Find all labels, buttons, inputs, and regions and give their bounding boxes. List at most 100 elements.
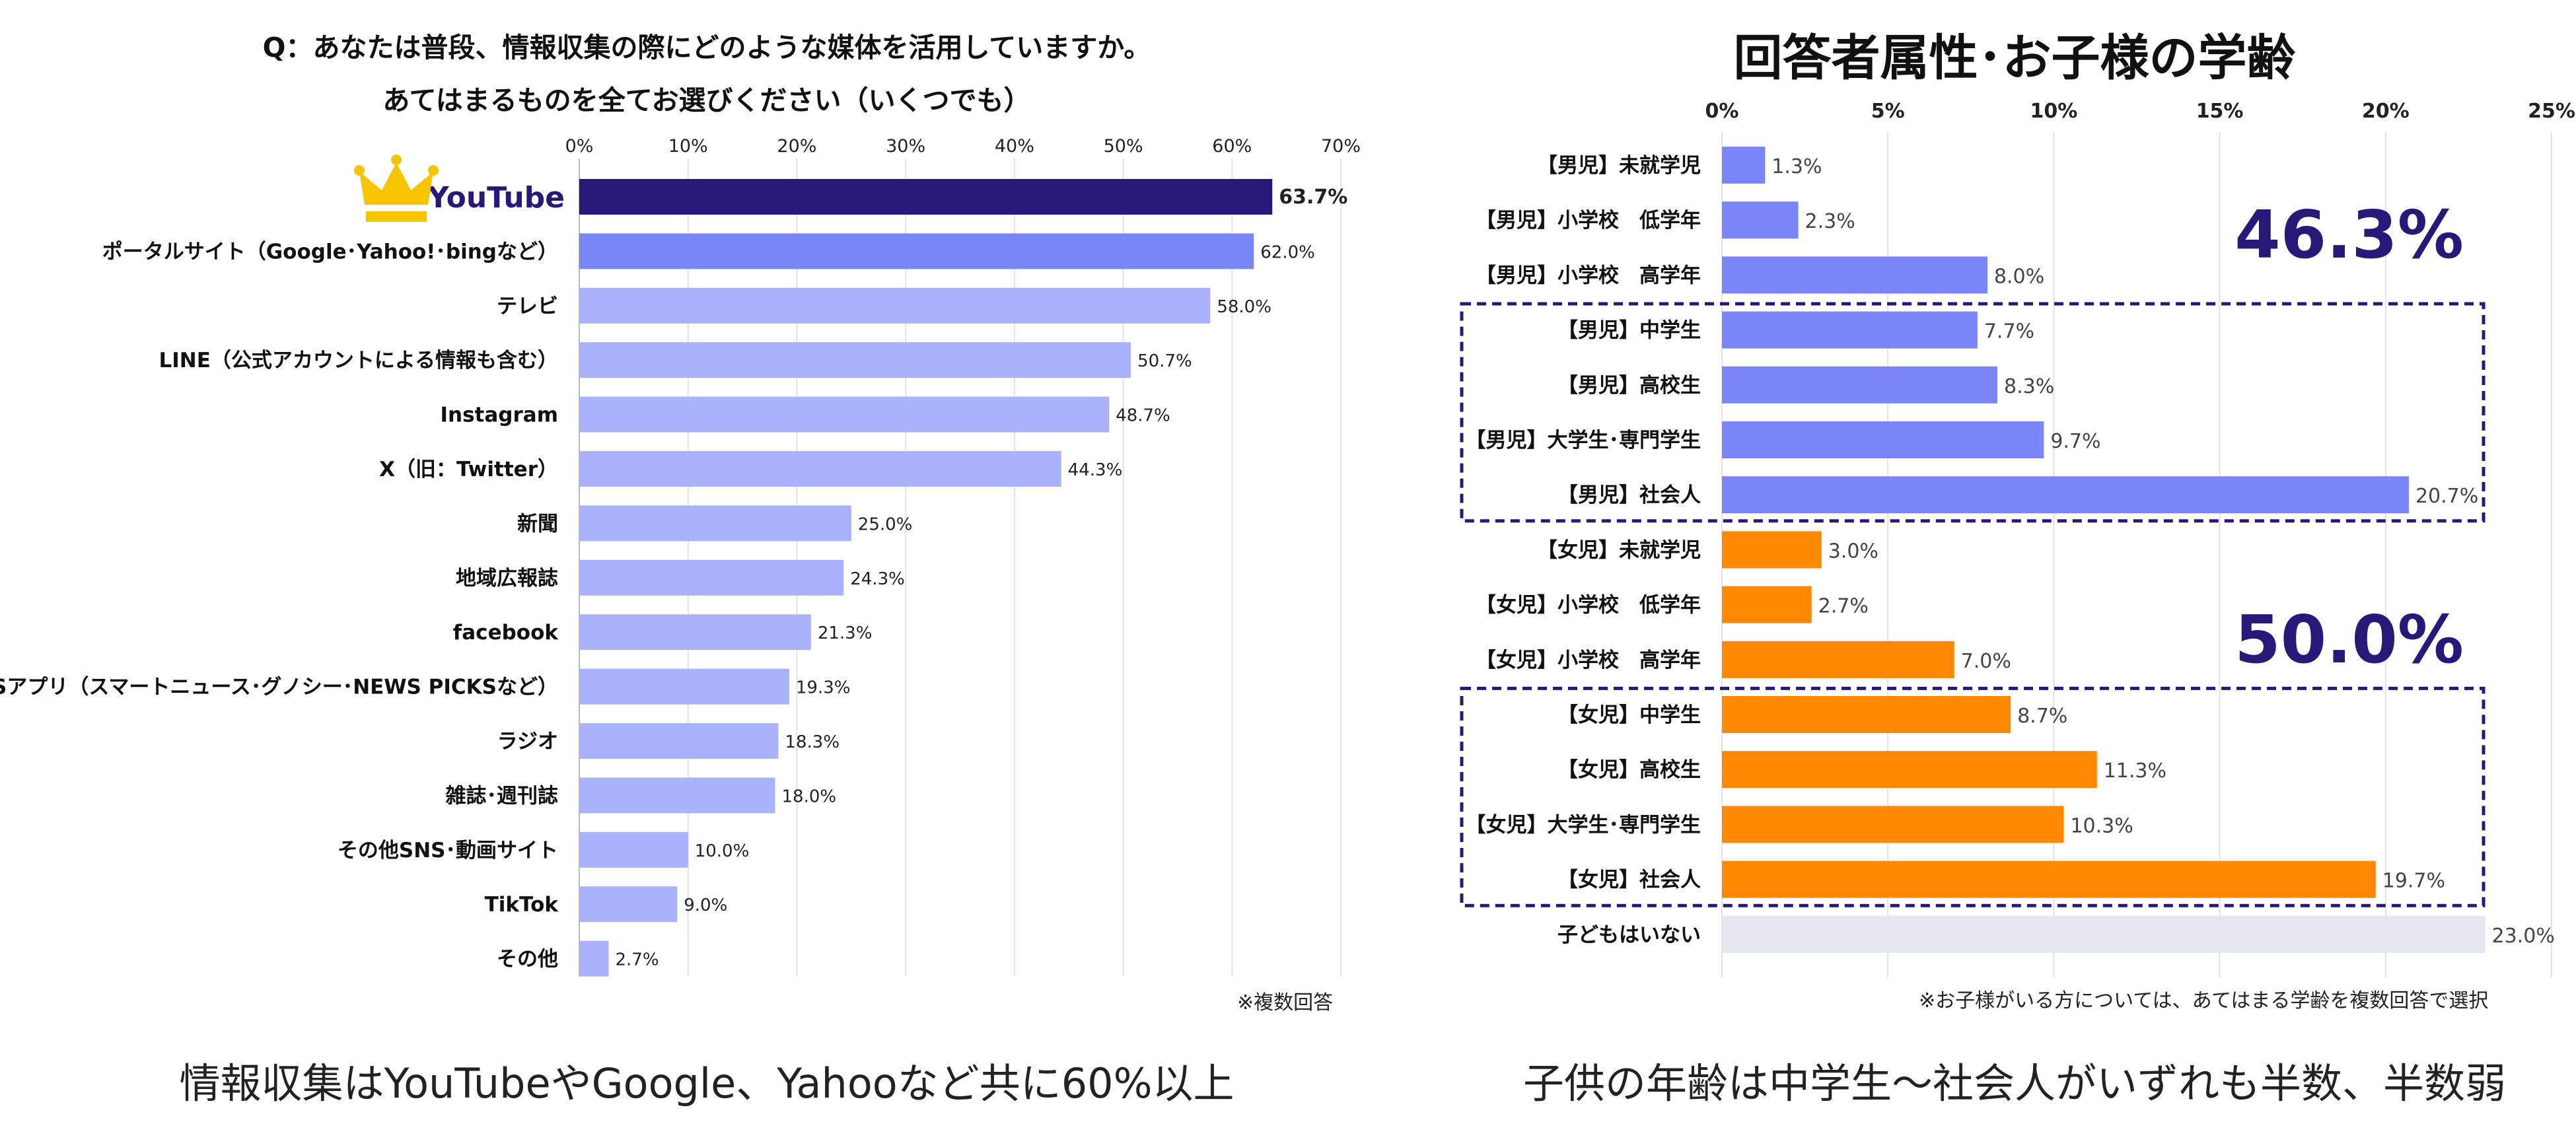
- left-note: ※複数回答: [1237, 991, 1334, 1014]
- left-bar: [579, 287, 1211, 324]
- right-category-label: 【女児】社会人: [1557, 868, 1701, 892]
- left-bar: [579, 559, 844, 596]
- left-category-label: NEWSアプリ（スマートニュース･グノシー･NEWS PICKSなど）: [0, 676, 558, 699]
- left-category-label: 雑誌･週刊誌: [445, 784, 559, 808]
- right-tick-label: 15%: [2196, 100, 2244, 123]
- right-value-label: 3.0%: [1828, 540, 1878, 563]
- right-bar: [1722, 476, 2409, 514]
- left-bar: [579, 396, 1110, 433]
- left-value-label: 62.0%: [1260, 242, 1315, 262]
- right-value-label: 2.3%: [1805, 210, 1855, 233]
- right-note: ※お子様がいる方については、あてはまる学齢を複数回答で選択: [1919, 989, 2489, 1012]
- left-bar: [579, 614, 811, 651]
- right-value-label: 1.3%: [1771, 155, 1822, 178]
- right-value-label: 8.3%: [2004, 375, 2054, 398]
- right-bar: [1722, 641, 1954, 678]
- left-value-label: 19.3%: [796, 678, 851, 698]
- right-bar: [1722, 915, 2486, 953]
- right-category-label: 【女児】未就学児: [1537, 538, 1701, 562]
- right-bar: [1722, 696, 2011, 733]
- right-value-label: 23.0%: [2492, 925, 2555, 948]
- right-chart-title: 回答者属性･お子様の学齢: [1733, 30, 2296, 87]
- right-bar: [1722, 366, 1997, 404]
- left-bar: [579, 505, 851, 542]
- left-bar: [579, 831, 688, 868]
- right-category-label: 【男児】小学校 高学年: [1476, 264, 1701, 287]
- right-value-label: 20.7%: [2415, 485, 2478, 508]
- right-chart: 0% 5% 10% 15% 20% 25% 1.3% 【男児】未就学児 2.3% 【男児】小学校 …: [1460, 100, 2575, 977]
- left-tick-label: 10%: [668, 136, 708, 157]
- right-category-label: 【男児】大学生･専門学生: [1466, 429, 1701, 452]
- right-bar: [1722, 311, 1978, 349]
- question-line-2: あてはまるものを全てお選びください（いくつでも）: [382, 85, 1031, 116]
- left-category-label: facebook: [453, 621, 559, 645]
- right-bar: [1722, 861, 2376, 898]
- left-category-label: ラジオ: [497, 730, 558, 754]
- right-value-label: 11.3%: [2104, 759, 2166, 783]
- girls-callout-value: 50.0%: [2235, 601, 2464, 678]
- left-bar: [579, 179, 1273, 215]
- left-bar: [579, 777, 775, 814]
- right-category-label: 【男児】社会人: [1557, 483, 1701, 507]
- right-value-label: 9.7%: [2050, 430, 2100, 453]
- left-bar: [579, 886, 678, 923]
- right-value-label: 8.7%: [2017, 705, 2067, 728]
- right-value-label: 19.7%: [2382, 870, 2445, 893]
- right-tick-label: 25%: [2528, 100, 2575, 123]
- right-category-label: 【男児】高校生: [1557, 374, 1701, 398]
- left-value-label: 48.7%: [1116, 406, 1170, 426]
- left-category-label: その他: [497, 948, 558, 971]
- right-category-label: 子どもはいない: [1557, 923, 1701, 947]
- right-category-label: 【男児】小学校 低学年: [1476, 209, 1701, 232]
- right-value-label: 2.7%: [1818, 595, 1869, 618]
- left-category-label: Instagram: [441, 404, 559, 427]
- boys-callout-value: 46.3%: [2235, 196, 2464, 273]
- left-tick-label: 40%: [995, 136, 1034, 157]
- right-value-label: 10.3%: [2070, 814, 2133, 837]
- left-value-label: 63.7%: [1279, 186, 1347, 209]
- left-value-label: 18.0%: [781, 787, 836, 806]
- right-category-label: 【女児】高校生: [1557, 758, 1701, 782]
- left-value-label: 10.0%: [695, 841, 750, 861]
- right-caption: 子供の年齢は中学生～社会人がいずれも半数、半数弱: [1522, 1059, 2506, 1108]
- right-value-label: 7.0%: [1961, 650, 2011, 673]
- right-category-label: 【女児】小学校 高学年: [1476, 649, 1701, 672]
- right-value-label: 7.7%: [1984, 320, 2034, 343]
- left-bar: [579, 451, 1061, 487]
- highlight-box: [1460, 686, 2486, 907]
- left-bar: [579, 233, 1254, 269]
- left-tick-label: 70%: [1321, 136, 1361, 157]
- left-category-label: 地域広報誌: [456, 567, 558, 590]
- right-tick-label: 0%: [1705, 100, 1739, 123]
- left-caption: 情報収集はYouTubeやGoogle、Yahooなど共に60%以上: [179, 1059, 1234, 1108]
- left-tick-label: 20%: [777, 136, 816, 157]
- left-tick-label: 0%: [565, 136, 594, 157]
- left-category-label: X（旧：Twitter）: [379, 458, 558, 481]
- left-value-label: 2.7%: [615, 950, 659, 970]
- right-category-label: 【男児】未就学児: [1537, 154, 1701, 178]
- right-bar: [1722, 421, 2044, 458]
- left-bar: [579, 723, 779, 759]
- right-category-label: 【男児】中学生: [1557, 319, 1701, 343]
- left-value-label: 44.3%: [1068, 460, 1123, 480]
- left-category-label: テレビ: [497, 295, 558, 318]
- left-bar: [579, 940, 609, 977]
- question-line-1: Q：あなたは普段、情報収集の際にどのような媒体を活用していますか。: [262, 32, 1151, 63]
- right-category-label: 【女児】中学生: [1557, 703, 1701, 727]
- left-value-label: 25.0%: [858, 514, 913, 534]
- left-chart: 0% 10% 20% 30% 40% 50% 60% 70% 63.7% YouTube 62.0%…: [0, 136, 1361, 977]
- left-bar: [579, 342, 1131, 378]
- left-tick-label: 30%: [886, 136, 925, 157]
- left-value-label: 18.3%: [785, 732, 840, 752]
- left-value-label: 50.7%: [1137, 351, 1192, 371]
- right-category-label: 【女児】大学生･専門学生: [1466, 813, 1701, 837]
- left-value-label: 21.3%: [818, 623, 873, 643]
- right-tick-label: 20%: [2362, 100, 2410, 123]
- left-category-label: 新聞: [517, 512, 558, 536]
- right-value-label: 8.0%: [1994, 265, 2044, 288]
- left-category-label: TikTok: [485, 893, 559, 917]
- left-category-label: その他SNS･動画サイト: [338, 839, 558, 862]
- left-category-label: YouTube: [427, 181, 565, 215]
- right-bar: [1722, 806, 2064, 843]
